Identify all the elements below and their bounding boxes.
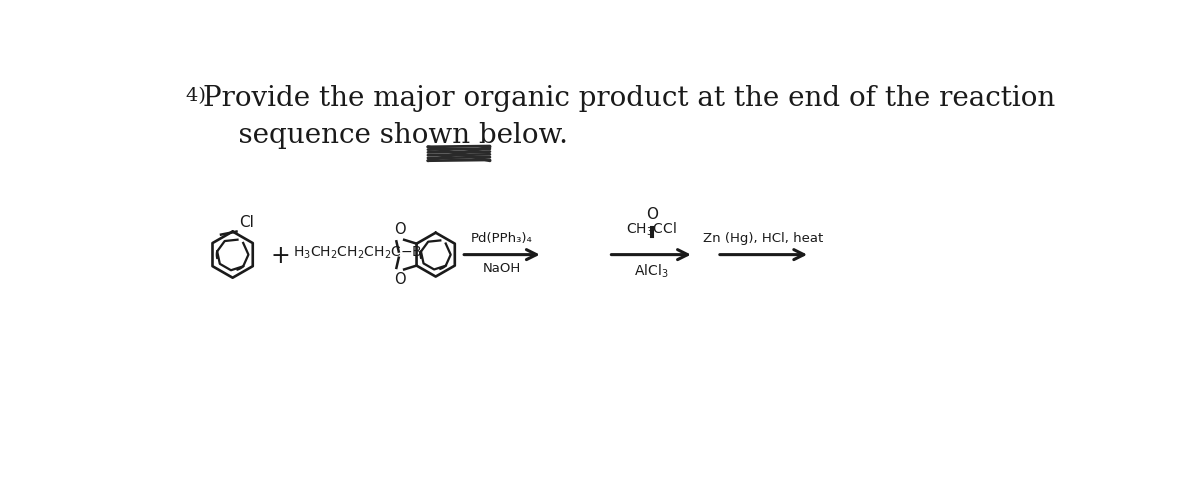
Text: NaOH: NaOH	[483, 262, 521, 276]
Text: Pd(PPh₃)₄: Pd(PPh₃)₄	[472, 232, 533, 246]
Text: +: +	[271, 244, 290, 268]
Text: Cl: Cl	[239, 215, 253, 230]
Text: AlCl$_3$: AlCl$_3$	[634, 262, 668, 280]
Text: CH$_3$CCl: CH$_3$CCl	[626, 220, 677, 238]
Text: H$_3$CH$_2$CH$_2$CH$_2$C−B: H$_3$CH$_2$CH$_2$CH$_2$C−B	[294, 245, 423, 261]
Text: Provide the major organic product at the end of the reaction: Provide the major organic product at the…	[203, 85, 1055, 112]
Text: 4): 4)	[186, 88, 212, 105]
Text: sequence shown below.: sequence shown below.	[203, 122, 568, 149]
Text: O: O	[394, 222, 406, 238]
Text: O: O	[394, 272, 406, 287]
Text: O: O	[646, 207, 658, 222]
Text: Zn (Hg), HCl, heat: Zn (Hg), HCl, heat	[704, 232, 824, 246]
